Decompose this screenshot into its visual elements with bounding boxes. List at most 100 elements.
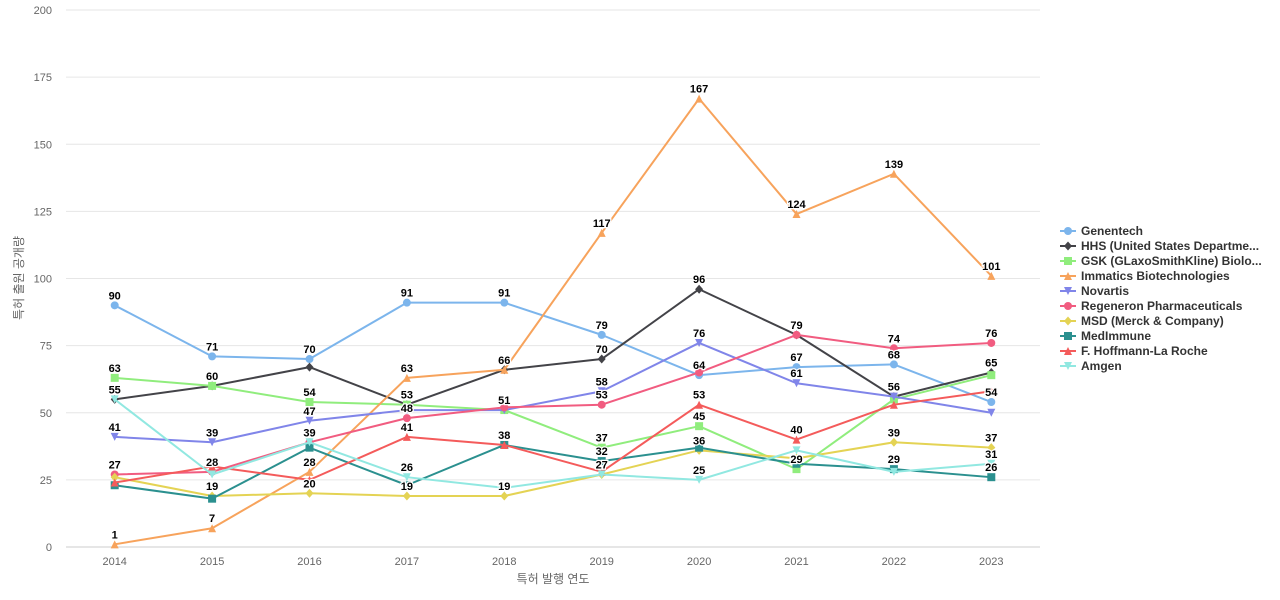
series-line[interactable] <box>113 333 993 476</box>
series-line[interactable] <box>113 441 993 497</box>
data-point[interactable] <box>402 400 411 409</box>
data-point[interactable] <box>305 362 314 372</box>
data-point[interactable] <box>792 446 801 455</box>
data-point[interactable] <box>987 473 996 482</box>
series-line[interactable] <box>113 288 993 406</box>
data-point[interactable] <box>987 459 996 468</box>
series-line[interactable] <box>113 398 993 489</box>
legend-marker[interactable] <box>1064 227 1072 235</box>
data-point[interactable] <box>110 432 119 441</box>
data-point[interactable] <box>987 371 996 380</box>
data-point[interactable] <box>987 271 996 280</box>
data-point[interactable] <box>987 408 996 417</box>
data-point[interactable] <box>500 440 509 449</box>
legend-marker[interactable] <box>1064 347 1072 355</box>
data-point[interactable] <box>208 524 217 533</box>
data-point[interactable] <box>208 381 217 390</box>
data-point[interactable] <box>792 363 801 372</box>
legend-marker[interactable] <box>1064 257 1072 265</box>
data-point[interactable] <box>597 354 606 364</box>
data-point[interactable] <box>792 435 801 444</box>
data-point[interactable] <box>597 330 606 339</box>
data-point[interactable] <box>305 438 314 447</box>
data-point[interactable] <box>987 338 996 347</box>
legend-marker[interactable] <box>1064 287 1072 295</box>
data-point[interactable] <box>987 387 996 396</box>
data-point[interactable] <box>305 488 314 498</box>
legend-item[interactable]: Immatics Biotechnologies <box>1060 269 1230 283</box>
data-point[interactable] <box>500 483 509 492</box>
data-point[interactable] <box>889 392 898 401</box>
series-line[interactable] <box>113 390 993 484</box>
data-point[interactable] <box>402 406 411 415</box>
legend-item[interactable]: Regeneron Pharmaceuticals <box>1060 299 1243 313</box>
data-point[interactable] <box>402 414 411 423</box>
data-point[interactable] <box>889 467 898 476</box>
data-point[interactable] <box>695 443 704 452</box>
data-point[interactable] <box>110 540 119 549</box>
data-point[interactable] <box>597 443 606 452</box>
data-point[interactable] <box>987 398 996 407</box>
legend-marker[interactable] <box>1064 332 1072 340</box>
data-point[interactable] <box>695 94 704 103</box>
data-point[interactable] <box>305 398 314 407</box>
data-point[interactable] <box>695 368 704 377</box>
data-point[interactable] <box>695 284 704 294</box>
legend-item[interactable]: MedImmune <box>1060 329 1151 343</box>
data-point[interactable] <box>597 228 606 237</box>
data-point[interactable] <box>402 432 411 441</box>
data-point[interactable] <box>597 457 606 466</box>
data-point[interactable] <box>305 416 314 425</box>
legend-marker[interactable] <box>1064 241 1072 251</box>
series-line[interactable] <box>113 97 993 546</box>
data-point[interactable] <box>305 467 314 476</box>
data-point[interactable] <box>597 470 606 479</box>
legend-marker[interactable] <box>1064 272 1072 280</box>
legend-item[interactable]: HHS (United States Departme... <box>1060 239 1259 253</box>
data-point[interactable] <box>305 443 314 452</box>
data-point[interactable] <box>500 298 509 307</box>
legend-item[interactable]: GSK (GLaxoSmithKline) Biolo... <box>1060 254 1262 268</box>
data-point[interactable] <box>792 379 801 388</box>
data-point[interactable] <box>792 330 801 339</box>
data-point[interactable] <box>987 443 996 453</box>
legend-item[interactable]: Genentech <box>1060 224 1143 238</box>
legend-item[interactable]: MSD (Merck & Company) <box>1060 314 1224 328</box>
legend-item[interactable]: Amgen <box>1060 359 1122 373</box>
data-point[interactable] <box>889 344 898 353</box>
legend-marker[interactable] <box>1064 362 1072 370</box>
data-point[interactable] <box>208 462 217 471</box>
data-point[interactable] <box>695 400 704 409</box>
series-line[interactable] <box>113 374 993 471</box>
data-point[interactable] <box>305 355 314 364</box>
data-point[interactable] <box>402 473 411 482</box>
data-point[interactable] <box>208 494 217 503</box>
data-point[interactable] <box>402 491 411 501</box>
data-point[interactable] <box>500 403 509 412</box>
data-point[interactable] <box>110 478 119 487</box>
data-point[interactable] <box>792 459 801 468</box>
data-point[interactable] <box>695 338 704 347</box>
legend-item[interactable]: Novartis <box>1060 284 1129 298</box>
legend-item[interactable]: F. Hoffmann-La Roche <box>1060 344 1208 358</box>
data-point[interactable] <box>889 437 898 447</box>
data-point[interactable] <box>889 360 898 369</box>
data-point[interactable] <box>402 373 411 382</box>
data-point[interactable] <box>110 472 119 482</box>
data-point[interactable] <box>110 301 119 310</box>
data-point[interactable] <box>402 298 411 307</box>
data-point[interactable] <box>208 470 217 479</box>
data-point[interactable] <box>889 400 898 409</box>
legend-marker[interactable] <box>1064 316 1072 326</box>
data-point[interactable] <box>695 422 704 431</box>
data-point[interactable] <box>695 475 704 484</box>
data-point[interactable] <box>500 491 509 501</box>
data-point[interactable] <box>792 210 801 219</box>
series-line[interactable] <box>113 341 993 444</box>
data-point[interactable] <box>500 365 509 374</box>
data-point[interactable] <box>889 169 898 178</box>
data-point[interactable] <box>402 481 411 490</box>
data-point[interactable] <box>208 438 217 447</box>
data-point[interactable] <box>597 387 606 396</box>
data-point[interactable] <box>305 475 314 484</box>
